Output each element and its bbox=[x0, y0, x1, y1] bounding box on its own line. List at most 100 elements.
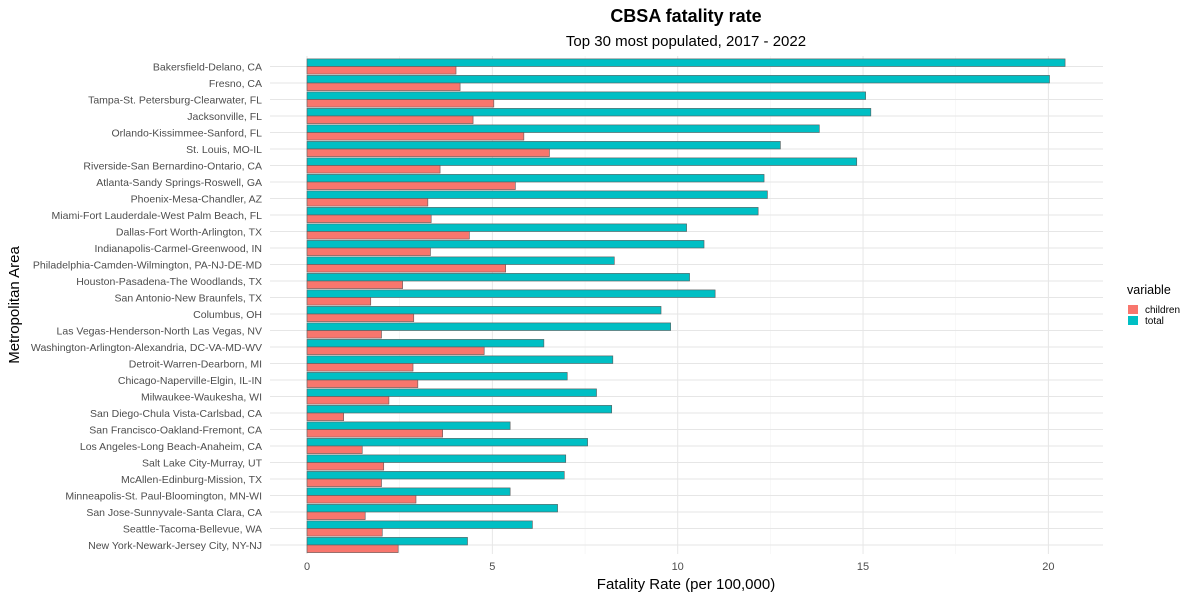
bar-children bbox=[306, 297, 372, 306]
y-tick-label: Miami-Fort Lauderdale-West Palm Beach, F… bbox=[52, 210, 263, 222]
y-tick-label: Jacksonville, FL bbox=[187, 111, 262, 123]
y-tick-label: Phoenix-Mesa-Chandler, AZ bbox=[131, 193, 263, 205]
y-tick-label: San Francisco-Oakland-Fremont, CA bbox=[89, 424, 262, 436]
bar-total bbox=[306, 75, 1050, 84]
bar-children bbox=[306, 231, 470, 240]
bar-children bbox=[306, 214, 432, 223]
bar-total bbox=[306, 504, 558, 513]
y-tick-label: San Antonio-New Braunfels, TX bbox=[115, 292, 262, 304]
legend-label-total: total bbox=[1145, 316, 1164, 327]
y-tick-label: Bakersfield-Delano, CA bbox=[153, 61, 262, 73]
bar-children bbox=[306, 445, 363, 454]
bar-children bbox=[306, 544, 399, 553]
y-tick-label: Salt Lake City-Murray, UT bbox=[142, 457, 263, 469]
bar-children bbox=[306, 148, 550, 157]
bar-total bbox=[306, 537, 468, 546]
y-tick-label: Houston-Pasadena-The Woodlands, TX bbox=[76, 276, 262, 288]
y-tick-label: Washington-Arlington-Alexandria, DC-VA-M… bbox=[31, 342, 262, 354]
y-tick-label: Minneapolis-St. Paul-Bloomington, MN-WI bbox=[65, 490, 262, 502]
y-tick-label: Chicago-Naperville-Elgin, IL-IN bbox=[118, 375, 262, 387]
y-axis-label: Metropolitan Area bbox=[6, 246, 23, 364]
bar-children bbox=[306, 82, 461, 91]
bar-children bbox=[306, 165, 441, 174]
bar-children bbox=[306, 330, 382, 339]
bar-children bbox=[306, 198, 429, 207]
y-tick-label: Philadelphia-Camden-Wilmington, PA-NJ-DE… bbox=[33, 259, 263, 271]
bar-children bbox=[306, 346, 485, 355]
bar-total bbox=[306, 520, 533, 529]
y-tick-label: Columbus, OH bbox=[193, 309, 262, 321]
x-tick-label: 15 bbox=[857, 561, 869, 573]
bar-total bbox=[306, 487, 511, 496]
x-tick-label: 10 bbox=[672, 561, 684, 573]
bar-total bbox=[306, 240, 705, 249]
y-tick-label: Seattle-Tacoma-Bellevue, WA bbox=[123, 523, 262, 535]
y-tick-label: Fresno, CA bbox=[209, 78, 262, 90]
x-tick-label: 0 bbox=[304, 561, 310, 573]
bar-children bbox=[306, 181, 516, 190]
x-axis-tick-labels: 0 5 10 15 20 bbox=[304, 561, 1055, 573]
bar-total bbox=[306, 58, 1066, 67]
bar-total bbox=[306, 355, 614, 364]
y-tick-label: Milwaukee-Waukesha, WI bbox=[141, 391, 262, 403]
bar-total bbox=[306, 124, 820, 133]
bar-total bbox=[306, 108, 872, 117]
bar-children bbox=[306, 132, 525, 141]
bar-children bbox=[306, 313, 415, 322]
legend-key-total bbox=[1128, 316, 1138, 325]
bar-children bbox=[306, 66, 457, 75]
legend-title: variable bbox=[1127, 283, 1171, 297]
bar-total bbox=[306, 190, 768, 199]
y-tick-label: St. Louis, MO-IL bbox=[186, 144, 262, 156]
y-tick-label: San Jose-Sunnyvale-Santa Clara, CA bbox=[86, 507, 262, 519]
bars bbox=[306, 58, 1066, 553]
y-tick-label: Tampa-St. Petersburg-Clearwater, FL bbox=[88, 94, 262, 106]
y-tick-label: Indianapolis-Carmel-Greenwood, IN bbox=[95, 243, 263, 255]
chart-title: CBSA fatality rate bbox=[610, 6, 761, 26]
bar-children bbox=[306, 264, 506, 273]
y-tick-label: Los Angeles-Long Beach-Anaheim, CA bbox=[80, 441, 262, 453]
bar-children bbox=[306, 363, 414, 372]
bar-children bbox=[306, 478, 382, 487]
bar-children bbox=[306, 115, 474, 124]
bar-children bbox=[306, 495, 417, 504]
bar-children bbox=[306, 412, 344, 421]
bar-children bbox=[306, 280, 403, 289]
bar-total bbox=[306, 306, 662, 315]
bar-total bbox=[306, 207, 759, 216]
bar-total bbox=[306, 388, 597, 397]
bar-total bbox=[306, 454, 567, 463]
bar-children bbox=[306, 429, 443, 438]
bar-total bbox=[306, 339, 545, 348]
legend-key-children bbox=[1128, 305, 1138, 314]
x-axis-label: Fatality Rate (per 100,000) bbox=[597, 576, 775, 593]
y-tick-label: Atlanta-Sandy Springs-Roswell, GA bbox=[96, 177, 262, 189]
bar-total bbox=[306, 157, 858, 166]
y-tick-label: Riverside-San Bernardino-Ontario, CA bbox=[83, 160, 262, 172]
bar-total bbox=[306, 91, 866, 100]
bar-children bbox=[306, 511, 366, 520]
bar-children bbox=[306, 247, 431, 256]
legend-label-children: children bbox=[1145, 305, 1180, 316]
x-tick-label: 5 bbox=[489, 561, 495, 573]
bar-children bbox=[306, 99, 495, 108]
y-tick-label: McAllen-Edinburg-Mission, TX bbox=[121, 474, 262, 486]
bar-total bbox=[306, 372, 568, 381]
bar-total bbox=[306, 405, 613, 414]
y-axis-tick-labels: Bakersfield-Delano, CA Fresno, CA Tampa-St… bbox=[31, 61, 263, 551]
bar-total bbox=[306, 174, 765, 183]
y-tick-label: Las Vegas-Henderson-North Las Vegas, NV bbox=[57, 325, 262, 337]
bar-total bbox=[306, 223, 687, 232]
bar-total bbox=[306, 256, 615, 265]
bar-total bbox=[306, 421, 511, 430]
y-tick-label: Orlando-Kissimmee-Sanford, FL bbox=[111, 127, 262, 139]
y-tick-label: Detroit-Warren-Dearborn, MI bbox=[129, 358, 262, 370]
bar-children bbox=[306, 462, 385, 471]
chart-subtitle: Top 30 most populated, 2017 - 2022 bbox=[566, 33, 806, 50]
bar-children bbox=[306, 379, 419, 388]
bar-total bbox=[306, 322, 671, 331]
bar-total bbox=[306, 438, 588, 447]
bar-total bbox=[306, 273, 690, 282]
